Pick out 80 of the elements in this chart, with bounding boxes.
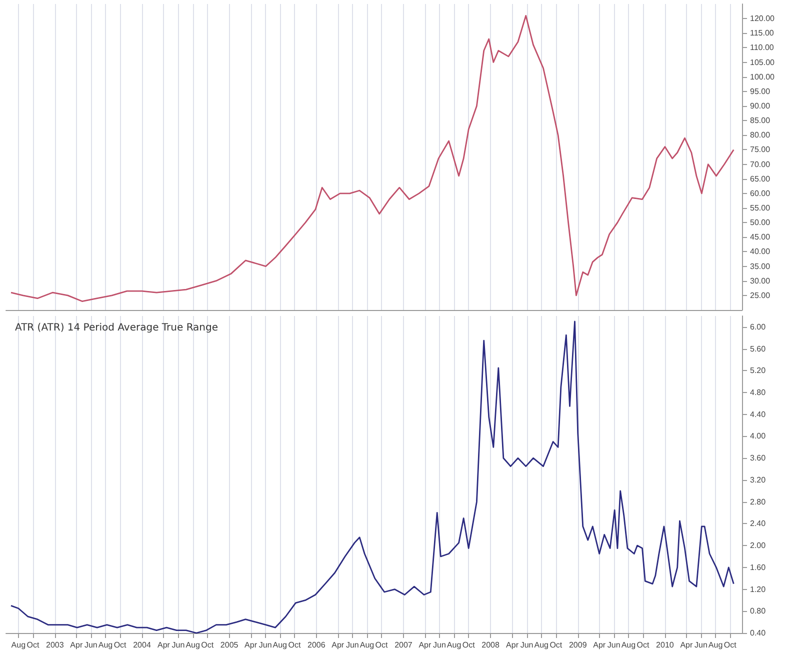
y-tick-label: 5.20 <box>750 366 766 376</box>
x-tick-label: Apr <box>680 640 693 650</box>
x-tick-label: Apr <box>506 640 519 650</box>
x-tick-label: 2005 <box>220 640 239 650</box>
x-tick-label: Aug <box>534 640 548 650</box>
x-tick-label: Aug <box>11 640 26 650</box>
y-tick-label: 6.00 <box>750 322 766 332</box>
x-tick-label: Oct <box>375 640 389 650</box>
x-tick-label: Apr <box>418 640 432 650</box>
y-tick-label: 35.00 <box>750 262 771 271</box>
y-tick-label: 2.00 <box>750 541 766 550</box>
y-tick-label: 2.40 <box>750 519 766 528</box>
y-tick-label: 30.00 <box>750 276 771 286</box>
x-tick-label: Apr <box>593 640 606 650</box>
y-tick-label: 105.00 <box>750 58 776 67</box>
y-tick-label: 2.80 <box>750 497 766 506</box>
x-tick-label: Oct <box>636 640 650 650</box>
x-tick-label: Apr <box>70 640 83 650</box>
x-tick-label: 2004 <box>133 640 152 650</box>
y-tick-label: 115.00 <box>750 28 774 38</box>
text: ATR (ATR) 14 Period Average True Range <box>15 322 218 334</box>
x-tick-label: Aug <box>186 640 200 650</box>
y-tick-label: 40.00 <box>750 247 771 256</box>
x-tick-label: Oct <box>26 640 40 650</box>
x-tick-label: Oct <box>550 640 563 650</box>
x-tick-label: Jun <box>258 640 272 650</box>
x-tick-label: Oct <box>462 640 476 650</box>
x-tick-label: Aug <box>621 640 636 650</box>
x-tick-label: Oct <box>114 640 128 650</box>
x-tick-label: Jun <box>433 640 446 650</box>
y-tick-label: 85.00 <box>750 116 771 126</box>
x-tick-label: Aug <box>446 640 462 650</box>
y-tick-label: 95.00 <box>750 86 771 96</box>
x-tick-label: 2006 <box>307 640 326 650</box>
x-tick-label: Jun <box>172 640 185 650</box>
y-tick-label: 4.40 <box>750 410 766 419</box>
y-tick-label: 4.80 <box>750 388 766 398</box>
y-tick-label: 60.00 <box>750 188 771 198</box>
x-tick-label: Jun <box>607 640 620 650</box>
y-tick-label: 0.40 <box>750 628 766 638</box>
y-tick-label: 3.20 <box>750 475 766 484</box>
x-tick-label: Apr <box>332 640 344 650</box>
x-tick-label: Jun <box>520 640 534 650</box>
y-tick-label: 1.20 <box>750 584 766 594</box>
x-tick-label: Aug <box>272 640 287 650</box>
x-tick-label: Aug <box>98 640 113 650</box>
x-tick-label: 2007 <box>394 640 413 650</box>
x-tick-label: Jun <box>346 640 359 650</box>
y-tick-label: 55.00 <box>750 204 771 212</box>
x-tick-label: Jun <box>84 640 98 650</box>
y-tick-label: 3.60 <box>750 454 766 463</box>
y-tick-label: 65.00 <box>750 174 771 184</box>
x-tick-label: 2010 <box>656 640 674 650</box>
y-tick-label: 45.00 <box>750 232 771 242</box>
line-series <box>10 320 734 634</box>
y-tick-label: 75.00 <box>750 145 771 154</box>
x-tick-label: Aug <box>360 640 374 650</box>
y-tick-label: 110.00 <box>750 43 774 52</box>
line-series <box>10 14 734 302</box>
x-tick-label: Jun <box>694 640 708 650</box>
y-tick-label: 100.00 <box>750 72 776 82</box>
y-tick-label: 80.00 <box>750 130 771 140</box>
x-tick-label: 2003 <box>46 640 64 650</box>
x-tick-label: Oct <box>201 640 214 650</box>
y-tick-label: 90.00 <box>750 102 771 110</box>
y-tick-label: 50.00 <box>750 218 771 228</box>
y-tick-label: 4.00 <box>750 432 766 441</box>
y-tick-label: 70.00 <box>750 160 771 169</box>
x-tick-label: Apr <box>157 640 170 650</box>
x-tick-label: Oct <box>724 640 738 650</box>
x-tick-label: Apr <box>244 640 258 650</box>
y-tick-label: 0.80 <box>750 606 766 616</box>
x-tick-label: Oct <box>288 640 302 650</box>
x-tick-label: 2008 <box>482 640 500 650</box>
y-tick-label: 120.00 <box>750 14 776 24</box>
x-tick-label: 2009 <box>568 640 588 650</box>
y-tick-label: 25.00 <box>750 290 771 300</box>
y-tick-label: 1.60 <box>750 562 766 572</box>
y-tick-label: 5.60 <box>750 344 766 354</box>
x-tick-label: Aug <box>708 640 723 650</box>
